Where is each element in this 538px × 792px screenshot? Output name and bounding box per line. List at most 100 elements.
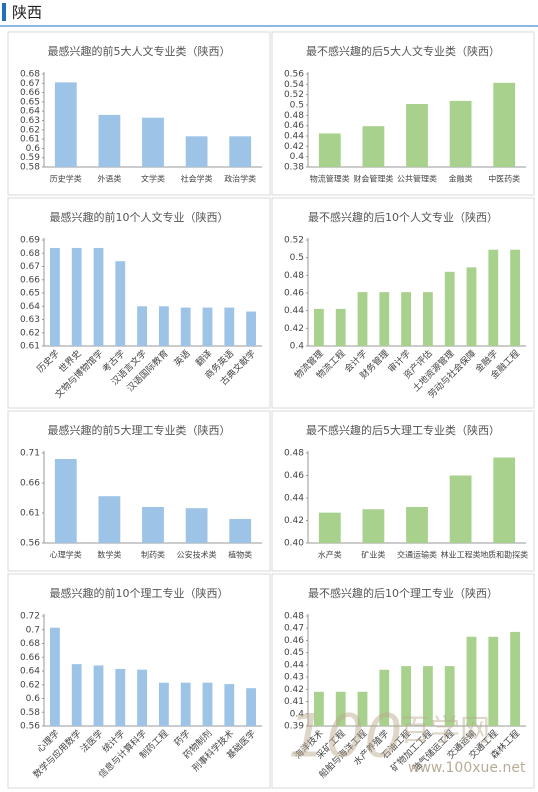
bar	[180, 307, 191, 346]
y-tick-label: 0.66	[20, 653, 40, 663]
y-tick-label: 0.68	[20, 639, 40, 649]
panel	[7, 197, 271, 409]
bar	[379, 669, 390, 726]
y-tick-label: 0.46	[284, 636, 304, 646]
chart-title: 最感兴趣的前5大人文专业类（陕西）	[48, 44, 231, 58]
bar	[98, 114, 121, 167]
y-tick-label: 0.44	[284, 660, 304, 670]
watermark-name: 百学网	[400, 714, 490, 749]
y-tick-label: 0.62	[20, 328, 40, 338]
watermark-url: www.100xue.net	[408, 760, 526, 776]
bar	[229, 136, 252, 167]
y-tick-label: 0.68	[20, 249, 40, 259]
bar	[98, 496, 121, 543]
y-tick-label: 0.38	[284, 163, 304, 173]
bar	[444, 666, 455, 726]
y-tick-label: 0.54	[284, 80, 304, 90]
bar	[488, 636, 499, 726]
bar	[229, 519, 252, 543]
bar	[318, 133, 341, 167]
bar	[71, 247, 82, 346]
x-tick-label: 文学类	[141, 174, 165, 184]
x-tick-label: 心理学类	[50, 550, 82, 560]
bar	[158, 306, 169, 346]
panel	[271, 31, 535, 196]
bar	[466, 636, 477, 726]
y-tick-label: 0.66	[20, 479, 40, 489]
bar	[379, 292, 390, 346]
bar	[137, 669, 148, 726]
bar	[313, 308, 324, 346]
y-tick-label: 0.59	[20, 153, 40, 163]
y-tick-label: 0.48	[284, 271, 304, 281]
y-tick-label: 0.48	[284, 612, 304, 622]
y-tick-label: 0.71	[20, 449, 40, 459]
chart-title: 最感兴趣的前10个人文专业（陕西）	[50, 210, 229, 224]
bar	[54, 82, 77, 167]
y-tick-label: 0.52	[284, 236, 304, 246]
bar	[493, 82, 516, 167]
bar	[488, 249, 499, 346]
chart-title: 最不感兴趣的后5大理工专业类（陕西）	[306, 423, 500, 437]
bar	[224, 307, 235, 346]
x-tick-label: 金融类	[449, 174, 473, 184]
y-tick-label: 0.58	[20, 163, 40, 173]
x-tick-label: 公安技术类	[177, 550, 217, 560]
bar	[401, 292, 412, 346]
y-tick-label: 0.46	[284, 289, 304, 299]
bar	[357, 292, 368, 346]
bar	[180, 682, 191, 726]
bar	[49, 247, 60, 346]
x-tick-label: 数学类	[97, 550, 121, 560]
x-tick-label: 外语类	[97, 174, 121, 184]
chart-title: 最不感兴趣的后10个人文专业（陕西）	[308, 210, 498, 224]
x-tick-label: 地质和勘探类	[480, 550, 528, 560]
y-tick-label: 0.4	[290, 342, 305, 352]
x-tick-label: 物流管理类	[310, 174, 350, 184]
y-tick-label: 0.39	[284, 722, 304, 732]
bar	[142, 507, 164, 543]
y-tick-label: 0.61	[20, 135, 40, 145]
y-tick-label: 0.4	[290, 152, 305, 162]
y-tick-label: 0.68	[20, 70, 40, 80]
bar	[510, 631, 521, 726]
y-tick-label: 0.61	[20, 509, 40, 519]
x-tick-label: 社会学类	[181, 174, 213, 184]
bar	[493, 457, 516, 543]
bar	[318, 512, 341, 543]
bar	[401, 666, 412, 726]
y-tick-label: 0.69	[20, 236, 40, 246]
bar	[137, 306, 148, 346]
bar	[115, 668, 126, 726]
x-tick-label: 交通运输类	[397, 550, 437, 560]
y-tick-label: 0.65	[20, 289, 40, 299]
y-tick-label: 0.64	[20, 107, 40, 117]
y-tick-label: 0.63	[20, 315, 40, 325]
y-tick-label: 0.66	[20, 275, 40, 285]
y-tick-label: 0.72	[20, 612, 40, 622]
bar	[422, 666, 433, 726]
bar	[335, 308, 346, 346]
x-tick-label: 植物类	[228, 550, 252, 560]
bar	[185, 136, 208, 167]
bar	[158, 682, 169, 726]
y-tick-label: 0.52	[284, 90, 304, 100]
bar	[185, 508, 208, 543]
bar	[93, 247, 104, 346]
panel	[7, 31, 271, 196]
bar	[93, 665, 104, 726]
y-tick-label: 0.56	[20, 539, 40, 549]
y-tick-label: 0.6	[26, 694, 41, 704]
bar	[54, 459, 77, 543]
y-tick-label: 0.56	[284, 70, 304, 80]
x-tick-label: 政治学类	[224, 174, 256, 184]
bar	[246, 311, 257, 346]
bar	[449, 475, 472, 543]
chart-title: 最不感兴趣的后10个理工专业（陕西）	[308, 586, 498, 600]
bar	[449, 100, 472, 167]
y-tick-label: 0.46	[284, 471, 304, 481]
x-tick-label: 林业工程类	[441, 550, 481, 560]
y-tick-label: 0.64	[20, 302, 40, 312]
y-tick-label: 0.58	[20, 708, 40, 718]
